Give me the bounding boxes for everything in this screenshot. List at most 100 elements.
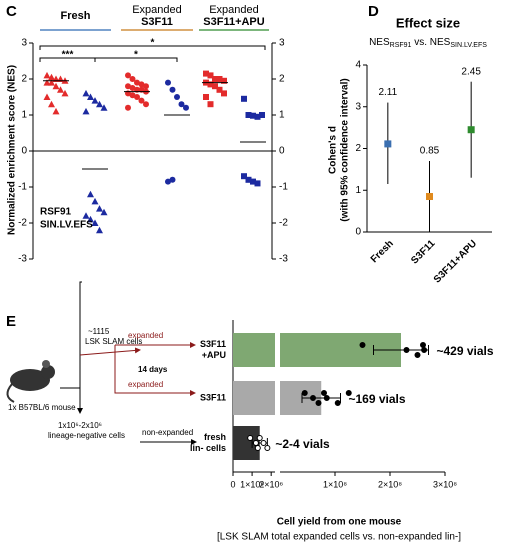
y2-tick-label: -3	[279, 254, 288, 265]
point	[216, 76, 223, 82]
bar	[233, 381, 275, 415]
annotation: ~169 vials	[349, 392, 406, 406]
point	[178, 101, 185, 108]
y-axis-title: (with 95% confidence interval)	[340, 78, 351, 221]
point	[203, 70, 209, 77]
point	[143, 101, 149, 108]
y2-tick-label: 3	[279, 38, 285, 49]
y-tick-label: 4	[355, 60, 361, 71]
mouse-icon	[6, 360, 55, 403]
y-tick-label: 1	[21, 110, 27, 121]
x-axis-subtitle: [LSK SLAM total expanded cells vs. non-e…	[217, 532, 461, 543]
x-tick-label: 0	[230, 479, 235, 489]
expanded-label: expanded	[128, 380, 163, 389]
point	[91, 219, 99, 226]
point	[52, 107, 60, 115]
significance-label: ***	[62, 50, 74, 61]
lin-count: 1x10⁶-2x10⁶	[58, 421, 102, 430]
point	[221, 77, 227, 84]
point	[421, 347, 428, 353]
group-name: S3F11+APU	[203, 16, 265, 28]
point	[323, 395, 330, 401]
point	[245, 176, 252, 183]
point	[254, 180, 261, 187]
point	[169, 176, 176, 183]
x-tick-label: S3F11	[409, 238, 438, 267]
annotation: ~429 vials	[437, 344, 494, 358]
arrow	[114, 345, 196, 396]
legend-entry: SIN.LV.EFS	[40, 220, 93, 231]
lin-label: lineage-negative cells	[48, 431, 125, 440]
lsk-label: LSK SLAM cells	[85, 337, 142, 346]
significance-label: *	[151, 38, 155, 49]
point	[165, 178, 171, 185]
y-tick-label: -1	[18, 182, 27, 193]
point	[315, 400, 322, 406]
point	[254, 113, 261, 120]
y-tick-label: -2	[18, 218, 27, 229]
point	[91, 197, 99, 205]
point	[334, 400, 341, 406]
y2-tick-label: 1	[279, 110, 285, 121]
point	[165, 79, 171, 86]
point	[100, 208, 108, 216]
point	[129, 76, 136, 82]
point	[87, 215, 94, 223]
y-tick-label: +APU	[202, 350, 226, 360]
point	[216, 86, 223, 93]
point	[250, 178, 256, 185]
y-tick-label: 3	[21, 38, 27, 49]
point	[203, 94, 209, 100]
annotation: ~2-4 vials	[275, 437, 330, 451]
point	[82, 107, 90, 115]
point	[125, 83, 131, 90]
point	[96, 205, 103, 212]
subtitle-part: vs. NES	[411, 37, 450, 48]
point	[169, 86, 176, 93]
point	[250, 112, 256, 119]
point	[48, 73, 55, 81]
point	[87, 190, 94, 198]
point	[125, 72, 131, 79]
y-tick-label: S3F11	[200, 392, 226, 402]
group-name: Fresh	[61, 10, 91, 22]
point	[403, 347, 410, 353]
x-tick-label: Fresh	[369, 238, 396, 265]
bar	[233, 333, 275, 367]
y2-tick-label: -1	[279, 182, 288, 193]
point	[82, 212, 90, 219]
connector	[60, 281, 82, 389]
point	[321, 390, 327, 396]
point	[134, 79, 140, 86]
panel-label: E	[6, 313, 16, 330]
chart-subtitle: NESRSF91 vs. NESSIN.LV.EFS	[369, 37, 487, 49]
x-tick-label: 1×10⁸	[323, 479, 347, 489]
y2-tick-label: 0	[279, 146, 285, 157]
point	[134, 94, 140, 100]
y-tick-label: 0	[21, 146, 27, 157]
point	[207, 101, 214, 108]
point	[143, 83, 149, 90]
x-tick-label: 3×10⁸	[433, 479, 457, 489]
point	[310, 395, 316, 401]
y-tick-label: 3	[355, 101, 361, 112]
point	[384, 140, 392, 148]
x-tick-label: S3F11+APU	[432, 238, 479, 285]
point	[212, 76, 218, 82]
point	[426, 193, 433, 201]
error-bar	[301, 393, 341, 403]
y-tick-label: 2	[21, 74, 27, 85]
y-tick-label: fresh	[204, 432, 226, 442]
point	[259, 112, 265, 118]
y-tick-label: 1	[355, 185, 361, 196]
y2-tick-label: 2	[279, 74, 285, 85]
point	[57, 86, 64, 93]
point	[43, 79, 51, 86]
significance-label: *	[134, 50, 138, 61]
point	[207, 72, 214, 79]
point	[414, 352, 421, 358]
lsk-count: ~1115	[88, 327, 110, 336]
point	[207, 81, 214, 88]
panel-label: D	[368, 3, 379, 20]
y-axis-title: Normalized enrichment score (NES)	[7, 65, 18, 235]
